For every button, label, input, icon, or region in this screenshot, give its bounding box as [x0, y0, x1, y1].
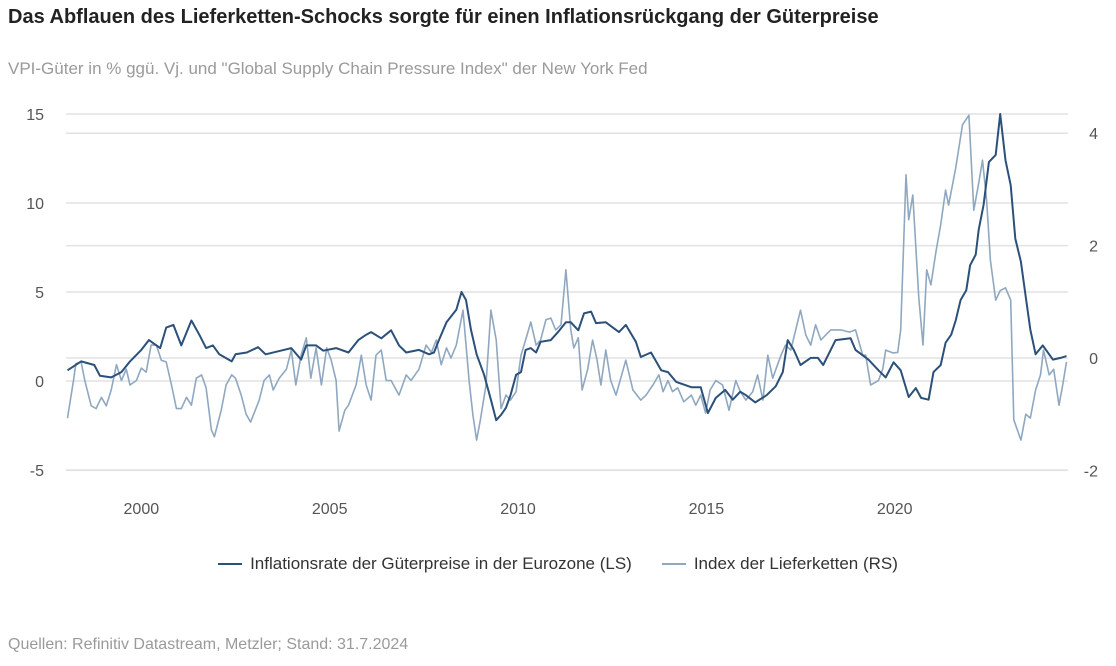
series-line-inflation [66, 113, 1067, 422]
legend-label-supply-chain: Index der Lieferketten (RS) [693, 554, 898, 573]
y-left-tick-label: -5 [30, 463, 44, 480]
legend-label-inflation: Inflationsrate der Güterpreise in der Eu… [250, 554, 632, 573]
legend-item-inflation: Inflationsrate der Güterpreise in der Eu… [218, 554, 632, 574]
y-right-tick-label: 2 [1089, 239, 1098, 256]
x-tick-label: 2005 [312, 501, 348, 518]
y-left-tick-label: 5 [35, 285, 44, 302]
legend: Inflationsrate der Güterpreise in der Eu… [0, 554, 1116, 574]
x-tick-label: 2020 [877, 501, 913, 518]
y-right-tick-label: -2 [1084, 463, 1098, 480]
y-left-tick-label: 10 [26, 196, 44, 213]
legend-item-supply-chain: Index der Lieferketten (RS) [661, 554, 898, 574]
x-tick-label: 2015 [689, 501, 725, 518]
x-tick-label: 2000 [124, 501, 160, 518]
y-left-tick-label: 0 [35, 374, 44, 391]
y-left-tick-label: 15 [26, 107, 44, 124]
plot-area: -5 0 5 10 15 -2 0 2 4 2000 2005 2010 2015 2020 [26, 107, 1098, 518]
y-right-tick-label: 4 [1089, 126, 1098, 143]
x-tick-label: 2010 [500, 501, 536, 518]
y-right-tick-label: 0 [1089, 351, 1098, 368]
series-line-supply-chain [66, 114, 1068, 441]
source-note: Quellen: Refinitiv Datastream, Metzler; … [8, 636, 409, 653]
chart-title: Das Abflauen des Lieferketten-Schocks so… [8, 6, 879, 28]
legend-swatch-supply-chain [661, 563, 686, 565]
legend-swatch-inflation [218, 563, 243, 565]
chart-subtitle: VPI-Güter in % ggü. Vj. und "Global Supp… [8, 59, 648, 78]
